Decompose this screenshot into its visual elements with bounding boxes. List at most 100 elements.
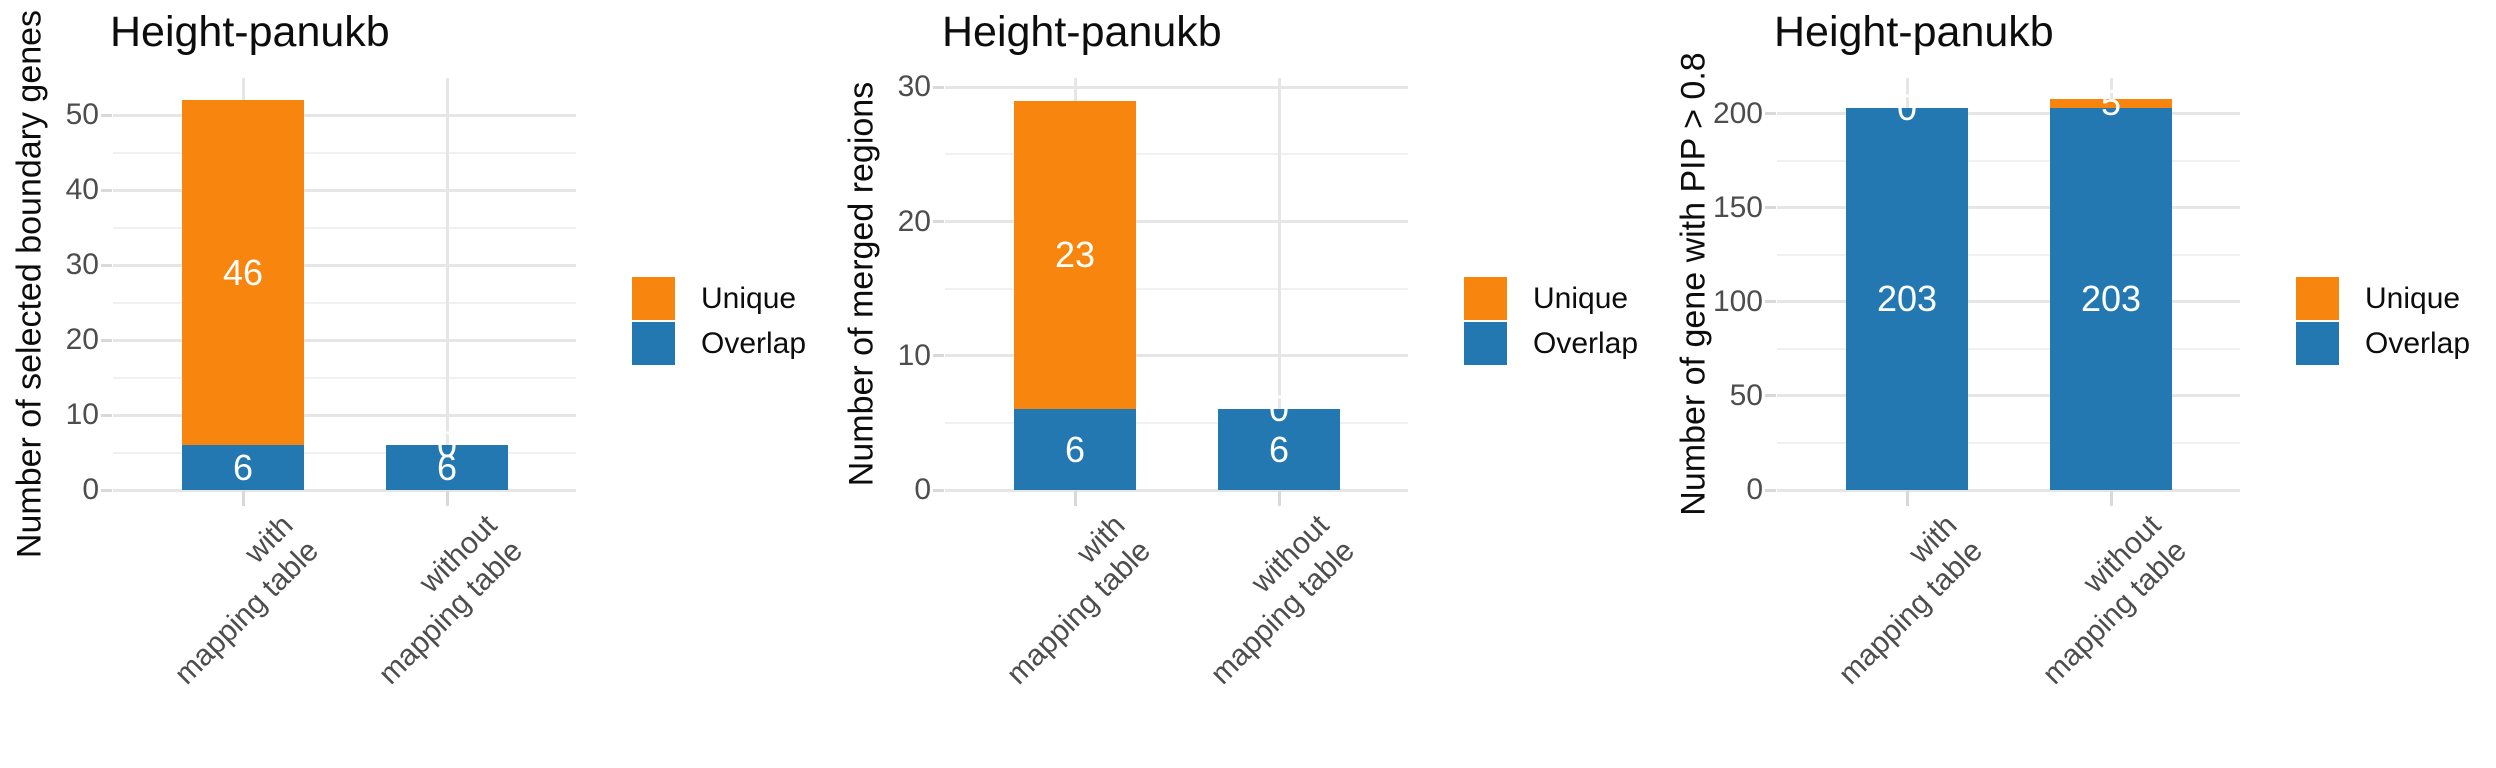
legend-key-overlap-swatch (2296, 322, 2339, 365)
legend-label-overlap: Overlap (2365, 326, 2471, 360)
gridline-major (1777, 394, 2240, 398)
x-tick-mark (241, 491, 245, 506)
legend-label-unique: Unique (1533, 281, 1629, 315)
gridline-minor (113, 151, 576, 154)
chart-panel-1: 0 10 20 30 40 50 6 46 with mapping table 6 0 without… (0, 0, 832, 768)
legend-item-unique: Unique (2296, 277, 2470, 320)
y-tick-mark (1765, 488, 1776, 492)
legend: Unique Overlap (2296, 277, 2470, 367)
chart-title: Height-panukb (110, 8, 390, 56)
gridline-minor (945, 153, 1408, 156)
legend-item-overlap: Overlap (2296, 322, 2470, 365)
gridline-vertical (1277, 78, 1281, 490)
x-tick-mark (2109, 491, 2113, 506)
y-tick-mark (101, 188, 112, 192)
y-tick-label: 0 (914, 473, 931, 506)
chart-panel-3: 0 50 100 150 200 203 0 with mapping table 203 5 wit… (1664, 0, 2496, 768)
bar-segment-overlap (1846, 108, 1968, 490)
y-tick-label: 50 (65, 98, 99, 132)
y-tick-mark (101, 488, 112, 492)
bar-segment-overlap (1014, 409, 1136, 490)
plot-area: 0 50 100 150 200 203 0 with mapping table 203 5 wit… (1664, 0, 2496, 768)
gridline-major (113, 413, 576, 417)
bar-value-label: 203 (2080, 278, 2142, 320)
legend-label-overlap: Overlap (701, 326, 807, 360)
y-tick-mark (1765, 300, 1776, 304)
bar-segment-unique (182, 100, 304, 446)
y-tick-label: 150 (1712, 190, 1763, 224)
y-tick-mark (933, 220, 944, 224)
legend: Unique Overlap (1464, 277, 1638, 367)
gridline-major (945, 220, 1408, 224)
gridline-minor (1777, 347, 2240, 350)
gridline-minor (945, 421, 1408, 424)
y-tick-label: 100 (1712, 284, 1763, 318)
y-tick-label: 50 (1729, 378, 1763, 412)
y-axis-label: Number of gene with PIP > 0.8 (1674, 52, 1713, 516)
gridline-major (945, 85, 1408, 89)
x-tick-label: without mapping table (2010, 508, 2194, 692)
y-tick-mark (933, 488, 944, 492)
y-tick-label: 0 (82, 473, 99, 506)
gridline-minor (113, 451, 576, 454)
legend-label-unique: Unique (2365, 281, 2461, 315)
legend-key-overlap-swatch (632, 322, 675, 365)
bar-segment-overlap (182, 445, 304, 490)
bar-value-label: 23 (1054, 234, 1096, 276)
bar-segment-overlap (1218, 409, 1340, 490)
legend-key-unique-swatch (2296, 277, 2339, 320)
bar-value-label: 6 (232, 446, 254, 488)
x-tick-label: with mapping table (1806, 508, 1990, 692)
legend-item-unique: Unique (632, 277, 806, 320)
legend: Unique Overlap (632, 277, 806, 367)
gridline-major (113, 188, 576, 192)
bar-value-label: 6 (1268, 428, 1290, 470)
bar-segment-unique (2050, 98, 2172, 109)
legend-key-overlap-swatch (1464, 322, 1507, 365)
y-tick-mark (101, 113, 112, 117)
chart-title: Height-panukb (1774, 8, 2054, 56)
y-tick-label: 200 (1712, 96, 1763, 130)
gridline-major (1777, 300, 2240, 304)
y-axis-label: Number of selected boundary genes (10, 9, 49, 559)
legend-item-unique: Unique (1464, 277, 1638, 320)
bar-value-label: 0 (436, 424, 458, 466)
bar-value-label: 0 (1268, 388, 1290, 430)
gridline-major (945, 354, 1408, 358)
gridline-minor (1777, 253, 2240, 256)
gridline-major (1777, 206, 2240, 210)
bar-value-label: 6 (1064, 428, 1086, 470)
bar-value-label: 0 (1896, 87, 1918, 129)
y-tick-label: 20 (65, 323, 99, 357)
gridline-minor (113, 376, 576, 379)
y-tick-mark (1765, 394, 1776, 398)
plot-area: 0 10 20 30 6 23 with mapping table 6 0 without mapp… (832, 0, 1664, 768)
x-tick-mark (1277, 491, 1281, 506)
legend-label-overlap: Overlap (1533, 326, 1639, 360)
gridline-minor (1777, 441, 2240, 444)
y-tick-label: 30 (897, 70, 931, 104)
x-tick-mark (445, 491, 449, 506)
y-tick-label: 30 (65, 248, 99, 282)
gridline-major (113, 488, 576, 492)
legend-label-unique: Unique (701, 281, 797, 315)
x-tick-mark (1073, 491, 1077, 506)
x-tick-mark (1905, 491, 1909, 506)
gridline-major (1777, 112, 2240, 116)
y-tick-mark (101, 413, 112, 417)
legend-item-overlap: Overlap (1464, 322, 1638, 365)
y-tick-mark (933, 354, 944, 358)
gridline-minor (113, 226, 576, 229)
x-tick-label: without mapping table (1178, 508, 1362, 692)
x-tick-label: with mapping table (974, 508, 1158, 692)
bar-value-label: 6 (436, 446, 458, 488)
y-tick-mark (1765, 112, 1776, 116)
y-tick-label: 40 (65, 173, 99, 207)
gridline-major (1777, 488, 2240, 492)
y-axis-label: Number of merged regions (842, 81, 881, 487)
y-tick-mark (933, 85, 944, 89)
bar-value-label: 5 (2100, 82, 2122, 124)
chart-title: Height-panukb (942, 8, 1222, 56)
gridline-minor (945, 287, 1408, 290)
